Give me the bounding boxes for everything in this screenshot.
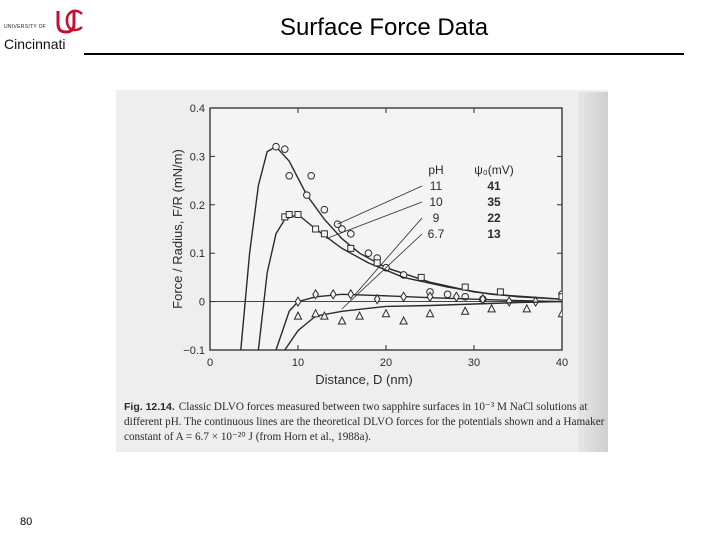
data-point-triangle — [293, 311, 303, 320]
data-point-diamond — [505, 296, 513, 308]
logo-cincinnati: Cincinnati — [4, 36, 66, 52]
legend-pointer-line — [326, 201, 423, 240]
data-point-diamond — [347, 288, 355, 300]
legend-ph-value: 9 — [433, 211, 440, 225]
data-point-circle — [320, 205, 329, 214]
legend-psi-value: 22 — [487, 211, 501, 225]
data-point-diamond — [426, 291, 434, 303]
legend-pointer-line — [354, 217, 423, 295]
y-tick-label: 0 — [199, 297, 205, 309]
x-axis-label: Distance, D (nm) — [315, 372, 413, 387]
legend-psi-value: 13 — [487, 227, 501, 241]
x-tick-label: 40 — [556, 357, 568, 369]
data-point-triangle — [425, 308, 435, 318]
data-point-circle — [307, 171, 315, 180]
data-point-square — [347, 244, 355, 252]
data-point-triangle — [381, 308, 391, 318]
figure-caption: Fig. 12.14. Classic DLVO forces measured … — [124, 400, 610, 445]
data-point-triangle — [355, 311, 365, 320]
data-point-square — [285, 210, 293, 218]
data-point-diamond — [329, 288, 337, 300]
data-point-circle — [364, 249, 373, 257]
data-point-triangle — [557, 308, 562, 318]
legend-pointer-line — [337, 185, 423, 225]
series-triangle-curve — [284, 300, 562, 350]
y-tick-label: −0.1 — [183, 345, 205, 357]
data-point-triangle — [460, 306, 470, 315]
series-diamond-curve — [275, 293, 562, 350]
x-tick-label: 10 — [292, 357, 304, 369]
plot-area — [240, 142, 562, 350]
university-logo: UNIVERSITY OF Cincinnati — [4, 8, 88, 52]
data-point-triangle — [487, 303, 497, 313]
x-tick-label: 20 — [380, 357, 392, 369]
data-point-triangle — [311, 308, 321, 318]
data-point-square — [312, 225, 320, 233]
page-title: Surface Force Data — [279, 14, 489, 41]
data-point-circle — [303, 191, 311, 199]
legend-psi-value: 35 — [487, 195, 501, 209]
data-point-square — [320, 230, 328, 238]
header-rule — [84, 53, 684, 55]
y-tick-label: 0.1 — [190, 248, 205, 260]
y-tick-label: 0.4 — [190, 103, 205, 115]
data-point-square — [373, 259, 381, 267]
legend-header-psi: ψ₀(mV) — [474, 163, 514, 177]
data-point-square — [417, 273, 425, 281]
legend-ph-value: 11 — [430, 179, 443, 193]
data-point-diamond — [453, 291, 460, 303]
series-square-curve — [257, 213, 562, 350]
data-point-diamond — [400, 291, 407, 303]
data-point-square — [461, 283, 469, 291]
y-tick-label: 0.2 — [190, 200, 205, 212]
legend-pointer-line — [341, 233, 423, 310]
y-axis-label: Force / Radius, F/R (mN/m) — [170, 149, 185, 309]
data-point-square — [294, 210, 302, 218]
data-point-circle — [443, 290, 452, 299]
caption-text: Classic DLVO forces measured between two… — [124, 401, 605, 443]
uc-logo-mark-icon — [56, 9, 83, 34]
data-point-diamond — [294, 296, 302, 308]
page-number: 80 — [20, 516, 33, 528]
logo-university-of: UNIVERSITY OF — [4, 24, 47, 30]
data-point-circle — [347, 230, 355, 238]
legend-psi-value: 41 — [487, 179, 501, 193]
legend-ph-value: 10 — [429, 195, 443, 209]
legend-header-ph: pH — [428, 163, 443, 177]
data-point-triangle — [337, 315, 347, 325]
data-point-diamond — [373, 293, 381, 305]
data-point-square — [558, 293, 562, 301]
data-point-triangle — [522, 303, 532, 313]
data-point-circle — [285, 171, 293, 180]
data-point-circle — [272, 142, 280, 151]
data-point-square — [496, 288, 504, 296]
data-point-triangle — [399, 315, 409, 325]
legend-ph-value: 6.7 — [428, 227, 445, 241]
data-point-triangle — [319, 311, 329, 320]
scanned-page-edge — [578, 92, 608, 452]
data-point-circle — [281, 145, 289, 153]
x-tick-label: 30 — [468, 357, 480, 369]
x-tick-label: 0 — [207, 357, 213, 369]
data-point-diamond — [312, 288, 319, 300]
y-tick-label: 0.3 — [190, 151, 205, 163]
figure-label: Fig. 12.14. — [124, 401, 175, 413]
